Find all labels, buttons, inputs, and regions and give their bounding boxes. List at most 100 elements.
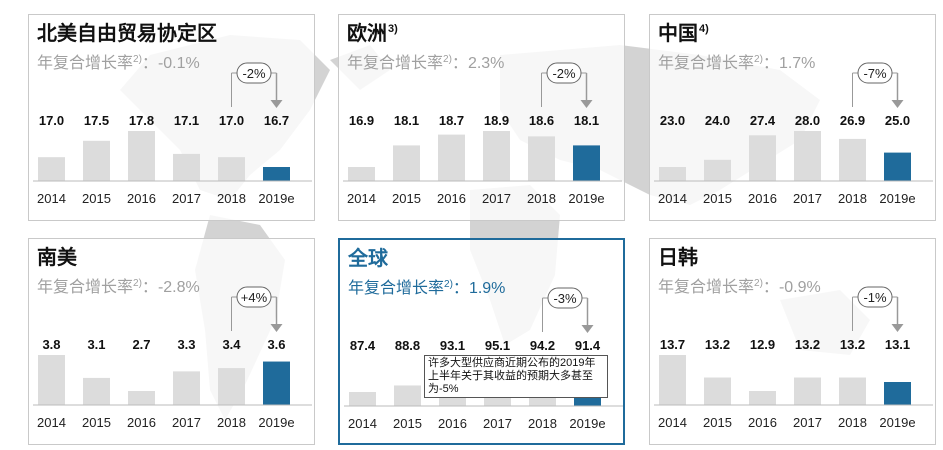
forecast-note: 许多大型供应商近期公布的2019年上半年关于其收益的预期大多甚至为-5%	[424, 355, 608, 398]
bar	[128, 131, 155, 181]
change-annotation: -7%	[852, 62, 904, 108]
cagr-label: 年复合增长率2)：1.7%	[658, 54, 816, 72]
tick-label: 2017	[172, 415, 201, 430]
change-badge	[236, 62, 272, 84]
bar	[394, 385, 421, 406]
cagr-label: 年复合增长率2)：-2.8%	[37, 278, 200, 296]
change-badge	[857, 286, 893, 308]
bar	[749, 391, 776, 405]
tick-label: 2015	[82, 191, 111, 206]
bar	[573, 145, 600, 181]
tick-label: 2014	[658, 191, 687, 206]
cagr-value: -2.8%	[157, 279, 200, 296]
bar	[83, 377, 110, 405]
change-value: -7%	[863, 66, 887, 81]
tick-label: 2016	[748, 191, 777, 206]
cagr-value: -0.1%	[157, 55, 200, 72]
tick-label: 2019e	[879, 191, 915, 206]
bar-chart: 3.8 3.1 2.7 3.3 3.4 3.6 2014 2015 2016 2017 2018 20…	[33, 286, 312, 430]
cagr-value: -0.9%	[778, 279, 821, 296]
tick-label: 2016	[437, 191, 466, 206]
bar	[263, 167, 290, 181]
cagr-value: 1.9%	[468, 280, 506, 297]
change-value: -2%	[242, 66, 266, 81]
panel-europe: 欧洲3) 年复合增长率2)：2.3% 16.9 18.1 18.7 18.9 18.6 1…	[338, 14, 625, 221]
panel-title: 中国4)	[658, 23, 709, 45]
arrow-head-icon	[270, 324, 283, 332]
value-label: 13.2	[795, 337, 820, 352]
tick-label: 2017	[793, 415, 822, 430]
value-label: 3.8	[42, 337, 60, 352]
value-label: 16.7	[264, 113, 289, 128]
value-label: 26.9	[840, 113, 865, 128]
value-label: 13.2	[840, 337, 865, 352]
bar	[38, 157, 65, 181]
bar	[349, 392, 376, 406]
panel-japan-korea: 日韩 年复合增长率2)：-0.9% 13.7 13.2 12.9 13.2 13.2 13…	[649, 238, 936, 445]
cagr-value: 2.3%	[467, 55, 505, 72]
cagr-label: 年复合增长率2)：1.9%	[348, 279, 506, 297]
value-label: 91.4	[575, 338, 601, 353]
arrow-head-icon	[581, 325, 594, 333]
value-label: 3.4	[222, 337, 241, 352]
bar	[528, 136, 555, 181]
tick-label: 2018	[838, 191, 867, 206]
tick-label: 2015	[703, 191, 732, 206]
change-value: -1%	[863, 290, 887, 305]
value-label: 93.1	[440, 338, 465, 353]
arrow-head-icon	[270, 100, 283, 108]
tick-label: 2016	[438, 416, 467, 431]
value-label: 17.8	[129, 113, 154, 128]
tick-label: 2019e	[258, 191, 294, 206]
bar	[659, 355, 686, 405]
value-label: 17.0	[219, 113, 244, 128]
change-annotation: -2%	[541, 62, 593, 108]
value-label: 18.1	[574, 113, 599, 128]
bar-chart: 13.7 13.2 12.9 13.2 13.2 13.1 2014 2015 2016 2017…	[654, 286, 933, 430]
arrow-head-icon	[891, 324, 904, 332]
bar	[839, 138, 866, 181]
bar	[263, 361, 290, 405]
tick-label: 2014	[37, 415, 66, 430]
value-label: 2.7	[132, 337, 150, 352]
tick-label: 2014	[348, 416, 377, 431]
tick-label: 2019e	[569, 416, 605, 431]
change-value: -3%	[553, 291, 577, 306]
bar	[884, 152, 911, 181]
cagr-value: 1.7%	[778, 55, 816, 72]
change-annotation: +4%	[231, 286, 283, 332]
tick-label: 2015	[392, 191, 421, 206]
cagr-label: 年复合增长率2)：2.3%	[347, 54, 505, 72]
bar	[839, 377, 866, 405]
panel-china: 中国4) 年复合增长率2)：1.7% 23.0 24.0 27.4 28.0 26.9 2…	[649, 14, 936, 221]
value-label: 13.7	[660, 337, 685, 352]
change-annotation: -1%	[852, 286, 904, 332]
value-label: 18.6	[529, 113, 554, 128]
tick-label: 2014	[37, 191, 66, 206]
value-label: 3.3	[177, 337, 195, 352]
tick-label: 2017	[793, 191, 822, 206]
value-label: 18.9	[484, 113, 509, 128]
cagr-label: 年复合增长率2)：-0.1%	[37, 54, 200, 72]
tick-label: 2017	[483, 416, 512, 431]
value-label: 13.2	[705, 337, 730, 352]
panel-title: 南美	[37, 247, 77, 269]
bar	[38, 355, 65, 405]
change-value: -2%	[552, 66, 576, 81]
bar	[128, 391, 155, 405]
change-annotation: -2%	[231, 62, 283, 108]
value-label: 24.0	[705, 113, 730, 128]
value-label: 16.9	[349, 113, 374, 128]
tick-label: 2014	[347, 191, 376, 206]
bar-chart: 87.4 88.8 93.1 95.1 94.2 91.4 2014 2015 2016 2017…	[344, 287, 623, 431]
value-label: 17.0	[39, 113, 64, 128]
change-badge	[547, 287, 583, 309]
value-label: 87.4	[350, 338, 376, 353]
bar	[884, 382, 911, 405]
bar	[704, 159, 731, 181]
change-badge	[857, 62, 893, 84]
value-label: 28.0	[795, 113, 820, 128]
tick-label: 2017	[482, 191, 511, 206]
value-label: 27.4	[750, 113, 776, 128]
tick-label: 2018	[217, 191, 246, 206]
